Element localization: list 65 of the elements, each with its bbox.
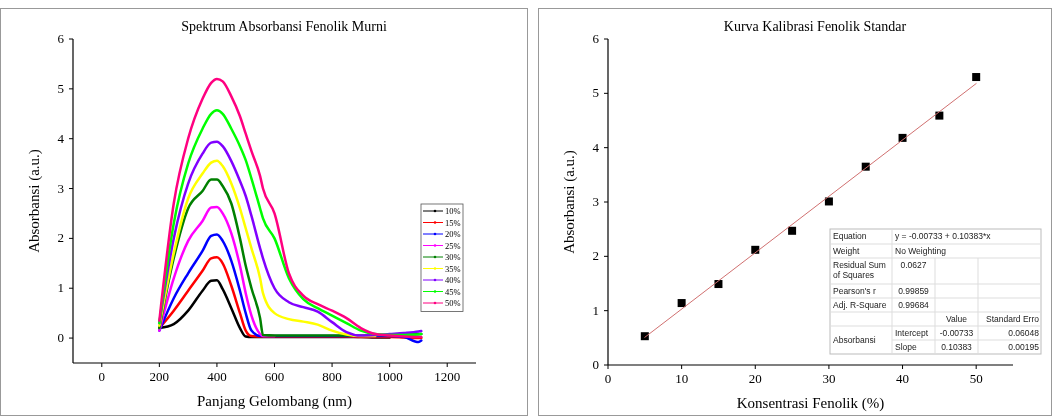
- annotation: 0.99859: [898, 286, 930, 296]
- x-tick-label: 600: [264, 369, 285, 384]
- x-tick-label: 50: [969, 371, 983, 386]
- chart-title: Kurva Kalibrasi Fenolik Standar: [723, 19, 907, 34]
- x-axis-title: Panjang Gelombang (nm): [197, 393, 352, 410]
- y-tick-label: 1: [592, 302, 599, 318]
- x-tick-label: 0: [604, 371, 612, 386]
- y-tick-label: 2: [57, 230, 64, 246]
- annotation: 0.99684: [898, 300, 930, 310]
- annotation: 0.10383: [941, 342, 973, 352]
- x-tick-label: 10: [675, 371, 689, 386]
- point: [677, 299, 686, 308]
- annotation: Pearson's r: [833, 286, 876, 296]
- y-tick-label: 6: [57, 31, 65, 46]
- y-tick-label: 0: [592, 357, 599, 372]
- point: [824, 197, 833, 206]
- x-tick-label: 0: [98, 369, 106, 384]
- y-tick-label: 2: [592, 248, 599, 264]
- annotation: Adj. R-Square: [833, 300, 887, 310]
- x-tick-label: 30: [822, 371, 836, 386]
- y-tick-label: 0: [57, 330, 64, 346]
- x-axis-title: Konsentrasi Fenolik (%): [736, 395, 885, 412]
- point: [788, 226, 797, 235]
- annotation: 0.06048: [1008, 328, 1040, 338]
- chart-title: Spektrum Absorbansi Fenolik Murni: [181, 19, 387, 34]
- legend-label: 15%: [445, 217, 461, 228]
- y-tick-label: 4: [57, 130, 65, 146]
- y-axis-title: Absorbansi (a.u.): [561, 150, 578, 254]
- x-tick-label: 400: [207, 369, 227, 384]
- x-tick-label: 20: [748, 371, 762, 386]
- y-tick-label: 1: [57, 280, 64, 296]
- annotation: Residual Sum of Squares: [833, 260, 886, 280]
- y-axis-title: Absorbansi (a.u.): [26, 149, 43, 253]
- annotation: Weight: [833, 246, 860, 256]
- annotation: Standard Erro: [986, 314, 1040, 324]
- annotation: Absorbansi: [833, 335, 876, 345]
- annotation: 0.00195: [1008, 342, 1040, 352]
- x-tick-label: 200: [149, 369, 170, 384]
- legend-label: 35%: [445, 263, 461, 274]
- legend-label: 10%: [445, 206, 461, 216]
- y-tick-label: 3: [592, 194, 599, 209]
- x-tick-label: 40: [896, 371, 910, 386]
- legend-label: 45%: [445, 286, 461, 297]
- annotation: No Weighting: [895, 246, 947, 256]
- y-tick-label: 5: [57, 80, 64, 96]
- annotation: -0.00733: [939, 328, 974, 338]
- y-tick-label: 6: [592, 31, 600, 46]
- y-tick-label: 3: [57, 180, 64, 196]
- annotation: Equation: [833, 231, 867, 241]
- annotation: Intercept: [895, 328, 929, 338]
- point: [972, 73, 981, 82]
- y-tick-label: 5: [592, 85, 599, 101]
- annotation: Value: [945, 314, 968, 324]
- legend-label: 40%: [445, 275, 461, 285]
- legend-label: 50%: [445, 298, 461, 308]
- annotation: 0.0627: [900, 260, 927, 270]
- y-tick-label: 4: [592, 139, 600, 155]
- x-tick-label: 1000: [376, 369, 403, 384]
- annotation: y = -0.00733 + 0.10383*x: [895, 231, 992, 241]
- x-tick-label: 800: [322, 369, 342, 384]
- legend-label: 30%: [445, 252, 461, 262]
- legend-label: 25%: [445, 240, 461, 251]
- x-tick-label: 1200: [434, 369, 461, 384]
- annotation: Slope: [895, 342, 918, 352]
- legend-label: 20%: [445, 229, 461, 239]
